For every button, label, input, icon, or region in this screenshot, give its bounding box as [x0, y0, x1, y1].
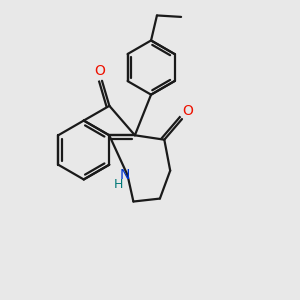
Text: O: O: [182, 104, 193, 118]
Text: H: H: [114, 178, 123, 191]
Text: O: O: [94, 64, 105, 78]
Text: N: N: [120, 168, 130, 182]
